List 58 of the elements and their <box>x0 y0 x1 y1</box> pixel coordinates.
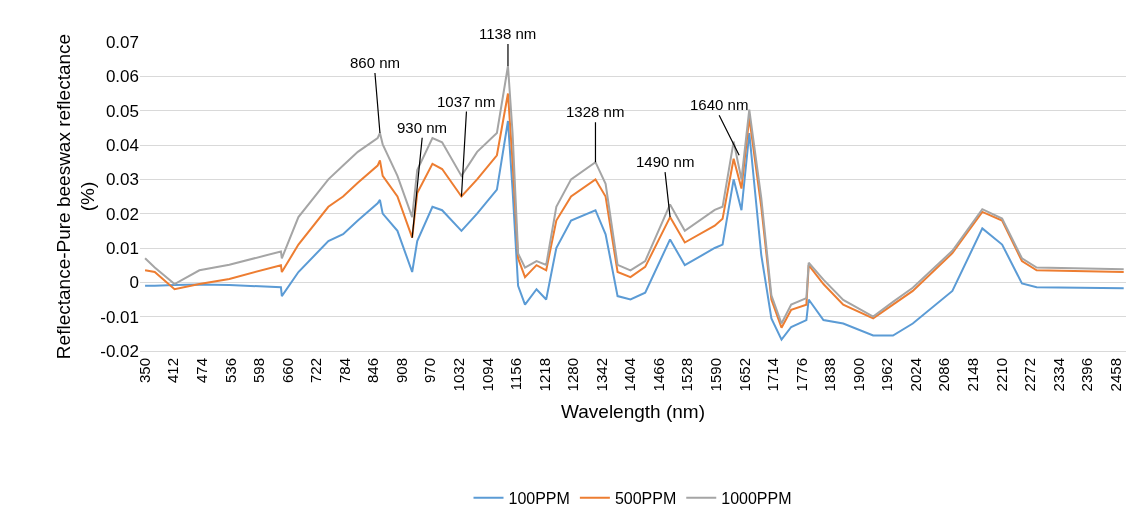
legend-label: 100PPM <box>508 489 570 507</box>
y-tick-label: 0 <box>129 273 139 293</box>
x-tick-label: 722 <box>307 358 325 384</box>
x-tick-label: 2272 <box>1021 358 1039 392</box>
annotation: 1640 nm <box>690 96 749 113</box>
y-tick-label: 0.06 <box>105 67 139 87</box>
legend-label: 500PPM <box>614 489 677 507</box>
legend-label: 1000PPM <box>721 489 792 507</box>
y-tick-label: 0.07 <box>105 32 139 52</box>
x-tick-label: 2396 <box>1078 358 1096 392</box>
y-tick-label: 0.05 <box>105 101 139 121</box>
x-tick-label: 2334 <box>1049 358 1067 392</box>
x-tick-label: 1404 <box>621 358 639 392</box>
x-tick-label: 784 <box>335 358 353 384</box>
x-tick-label: 2458 <box>1106 358 1124 392</box>
annotation: 930 nm <box>397 119 448 136</box>
annotation: 1328 nm <box>566 103 625 120</box>
x-tick-label: 1218 <box>535 358 553 392</box>
x-tick-label: 1528 <box>678 358 696 392</box>
x-tick-label: 474 <box>193 358 211 384</box>
annotation: 1037 nm <box>437 93 496 110</box>
y-tick-label: 0.04 <box>105 135 139 155</box>
x-tick-label: 1838 <box>821 358 839 392</box>
x-tick-label: 1156 <box>507 358 525 391</box>
x-tick-label: 1466 <box>649 358 667 392</box>
x-tick-label: 1094 <box>478 358 496 392</box>
y-tick-label: 0.03 <box>105 170 139 190</box>
line-series <box>144 119 1125 341</box>
x-tick-label: 1590 <box>707 358 725 392</box>
x-tick-label: 1714 <box>764 358 782 392</box>
x-axis-title: Wavelength (nm) <box>561 401 705 422</box>
y-tick-label: -0.01 <box>100 307 139 327</box>
x-tick-label: 412 <box>164 358 182 384</box>
x-tick-label: 1032 <box>450 358 468 392</box>
x-tick-label: 2086 <box>935 358 953 392</box>
y-axis-title: Reflectance-Pure beeswax reflectance (%) <box>52 33 99 360</box>
y-tick-label: 0.02 <box>105 204 139 224</box>
x-tick-label: 2210 <box>992 358 1010 392</box>
x-tick-label: 2024 <box>906 358 924 392</box>
x-tick-label: 970 <box>421 358 439 384</box>
x-tick-label: 2148 <box>963 358 981 392</box>
y-tick-label: -0.02 <box>100 341 139 361</box>
y-tick-label: 0.01 <box>105 238 139 258</box>
x-tick-label: 1280 <box>564 358 582 392</box>
annotation: 1490 nm <box>636 153 695 170</box>
x-tick-label: 846 <box>364 358 382 384</box>
x-tick-label: 1776 <box>792 358 810 392</box>
x-tick-label: 350 <box>135 358 153 384</box>
x-tick-label: 908 <box>392 358 410 384</box>
x-tick-label: 1652 <box>735 358 753 392</box>
x-tick-label: 660 <box>278 358 296 384</box>
annotation: 1138 nm <box>479 25 537 42</box>
x-tick-label: 598 <box>250 358 268 384</box>
x-tick-label: 1962 <box>878 358 896 392</box>
x-tick-label: 1342 <box>592 358 610 392</box>
x-tick-label: 1900 <box>849 358 867 392</box>
x-tick-label: 536 <box>221 358 239 384</box>
annotation: 860 nm <box>350 54 401 71</box>
